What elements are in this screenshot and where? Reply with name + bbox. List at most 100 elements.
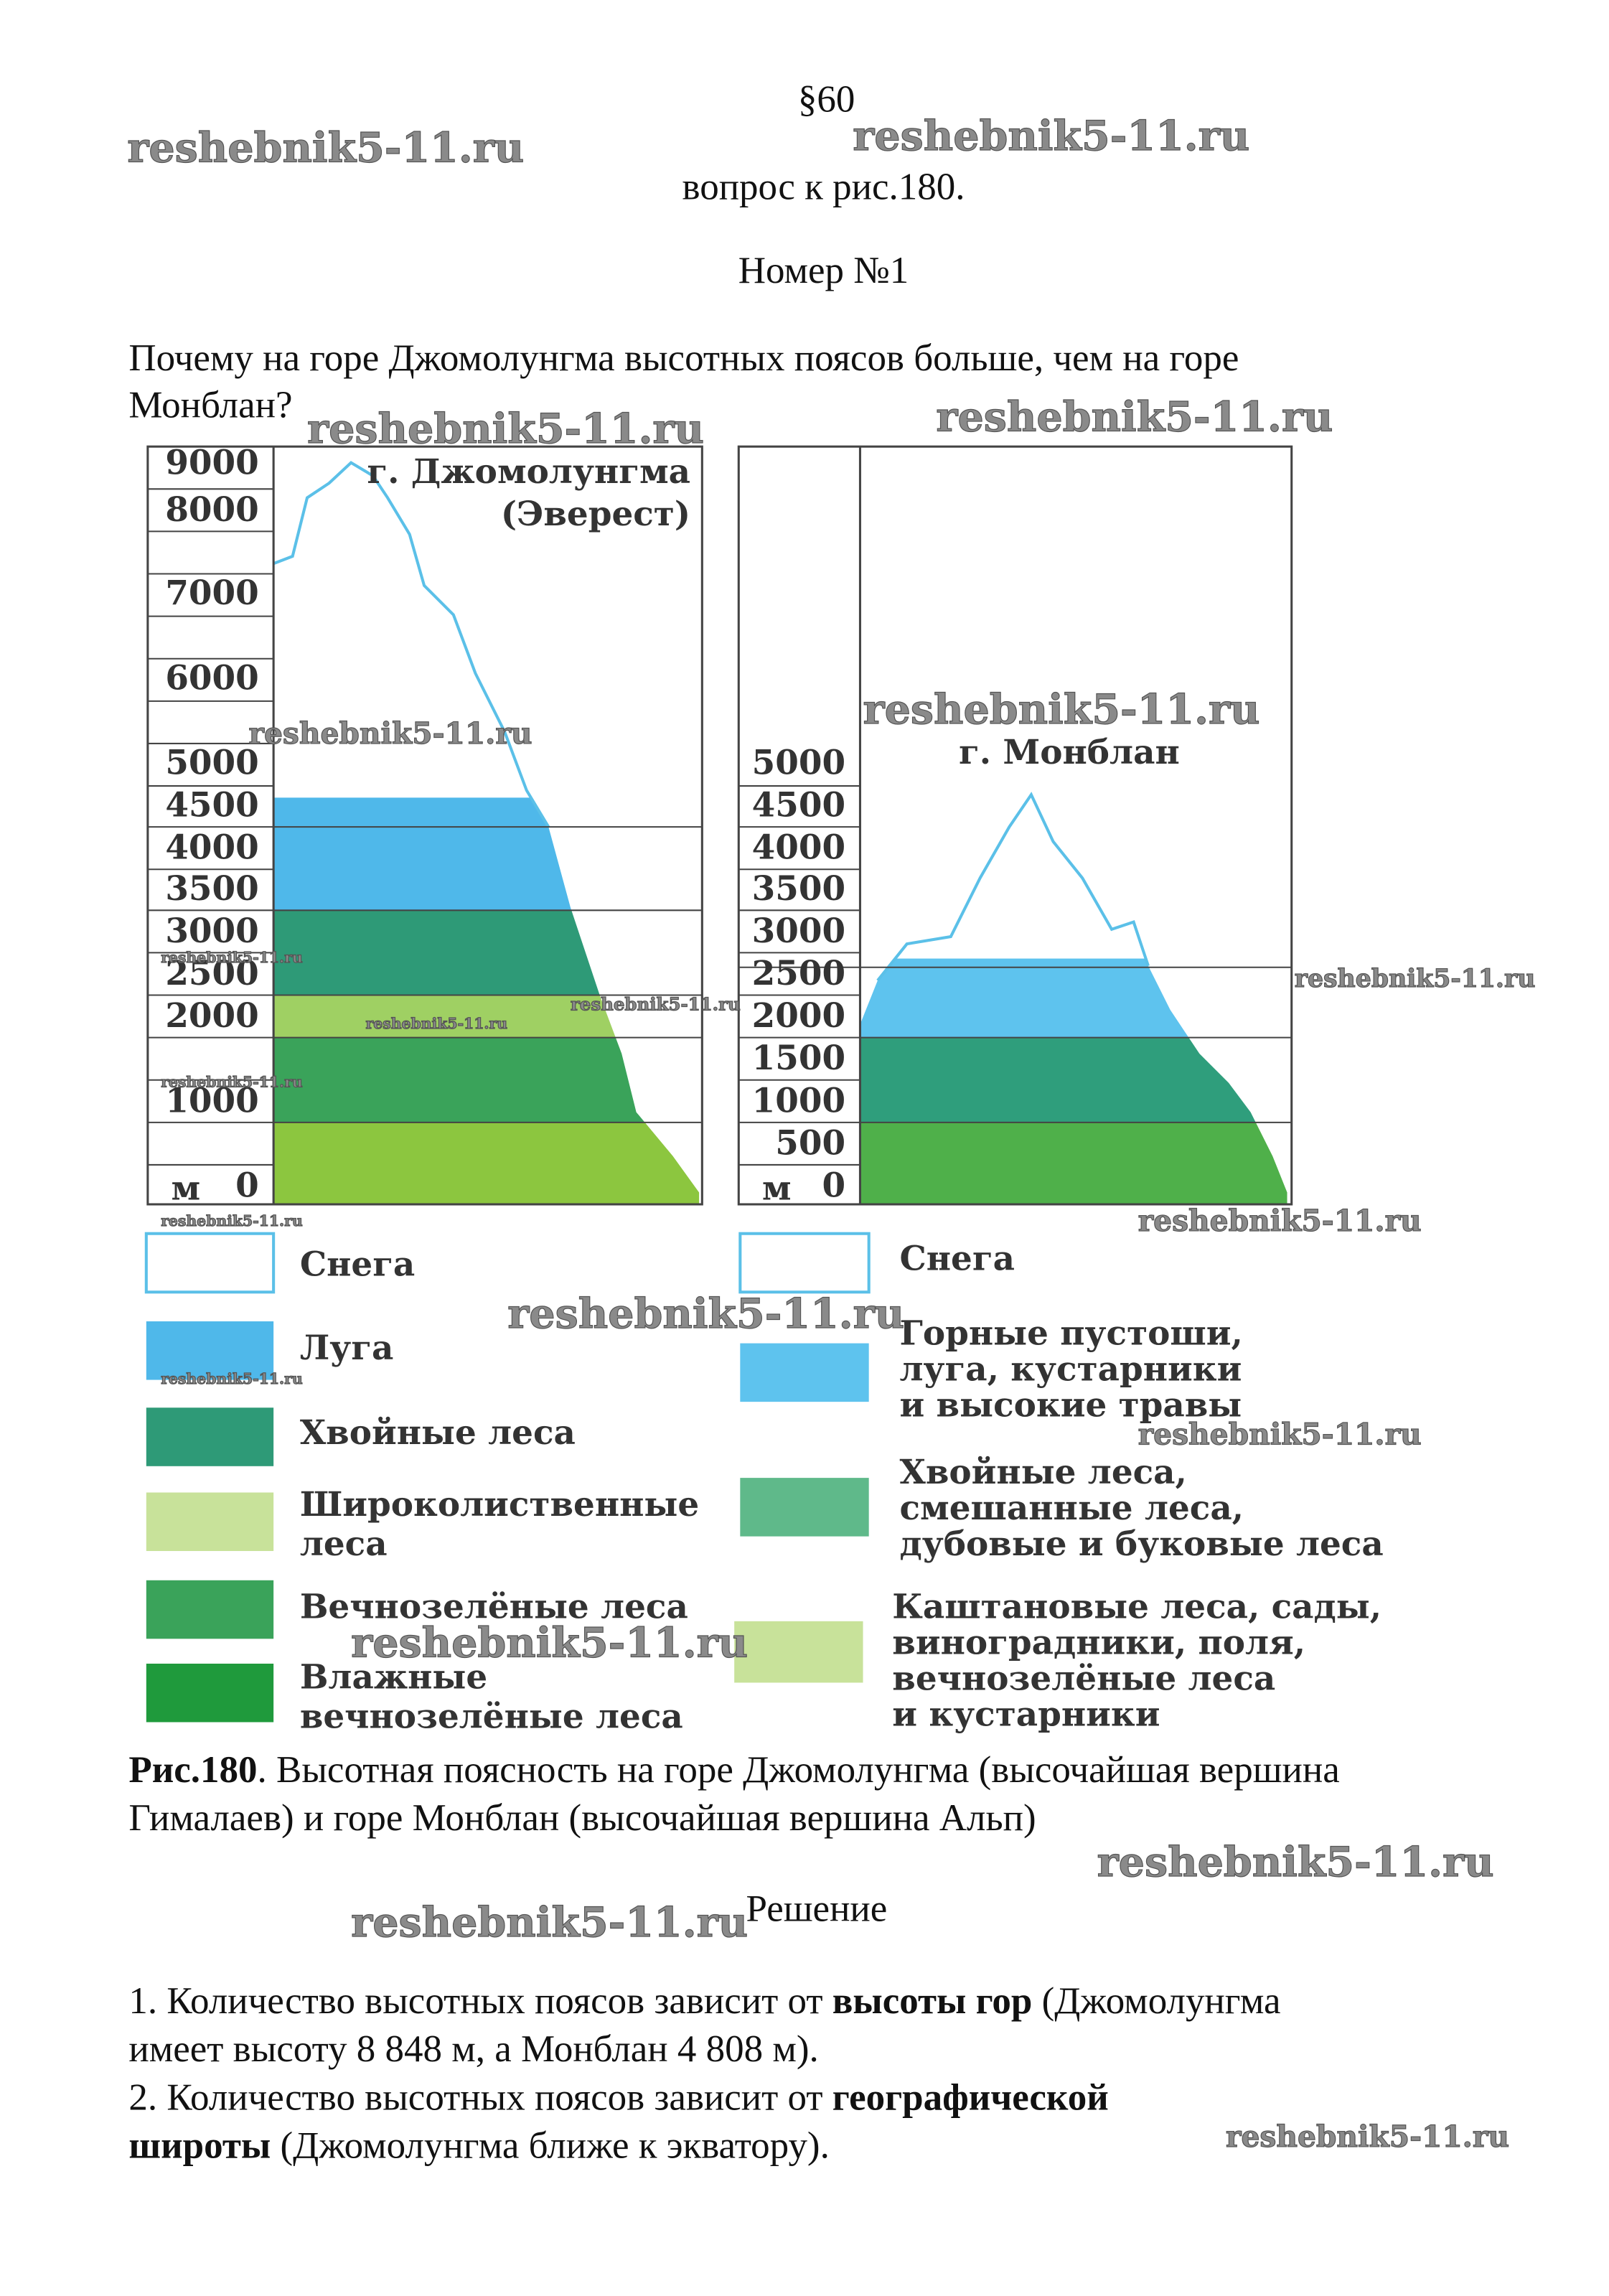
legend-label: вечнозелёные леса bbox=[300, 1697, 683, 1736]
axis-label: 4500 bbox=[752, 786, 845, 825]
caption-line: Гималаев) и горе Монблан (высочайшая вер… bbox=[128, 1797, 1036, 1839]
frame bbox=[737, 445, 1293, 1206]
grid bbox=[147, 488, 703, 1166]
text: имеет высоту 8 848 м, а Монблан 4 808 м)… bbox=[128, 2028, 818, 2070]
watermark: reshebnik5-11.ru bbox=[161, 1370, 303, 1387]
peak-outline bbox=[273, 461, 550, 828]
solution-title: Решение bbox=[746, 1888, 887, 1930]
legend-swatch bbox=[740, 1478, 869, 1537]
legend-label: луга, кустарники bbox=[899, 1349, 1242, 1389]
axis-unit: м bbox=[171, 1169, 200, 1209]
subtitle: вопрос к рис.180. bbox=[682, 167, 965, 208]
axis-label: 3000 bbox=[752, 912, 845, 951]
caption-label: Рис.180 bbox=[128, 1749, 257, 1791]
axis-label: 2500 bbox=[752, 954, 845, 993]
watermark: reshebnik5-11.ru bbox=[571, 993, 741, 1014]
axis-label: 8000 bbox=[165, 490, 258, 530]
watermark: reshebnik5-11.ru bbox=[248, 716, 532, 751]
legend-swatch bbox=[146, 1321, 274, 1380]
watermark: reshebnik5-11.ru bbox=[507, 1290, 904, 1338]
peak-outline bbox=[876, 792, 1150, 982]
legend-label: виноградники, поля, bbox=[892, 1623, 1305, 1662]
text: (Джомолунгма ближе к экватору). bbox=[271, 2125, 830, 2167]
grid bbox=[738, 785, 1292, 1166]
axis-label: 1000 bbox=[165, 1081, 258, 1120]
question-line: Почему на горе Джомолунгма высотных пояс… bbox=[128, 337, 1239, 379]
axis-label: 2000 bbox=[752, 996, 845, 1036]
chestnut-band bbox=[860, 1122, 1287, 1204]
watermark: reshebnik5-11.ru bbox=[1295, 964, 1536, 993]
solution-line: широты (Джомолунгма ближе к экватору). bbox=[128, 2125, 829, 2167]
humid-band bbox=[273, 1122, 700, 1204]
watermark: reshebnik5-11.ru bbox=[366, 1015, 508, 1032]
mountain-title: г. Монблан bbox=[959, 733, 1180, 772]
watermark: reshebnik5-11.ru bbox=[307, 405, 704, 453]
axis-label: 5000 bbox=[165, 744, 258, 783]
axis-label: 7000 bbox=[165, 573, 258, 613]
axis-label: 500 bbox=[775, 1123, 845, 1163]
caption-line: Рис.180. Высотная поясность на горе Джом… bbox=[128, 1749, 1339, 1791]
axis-label: 5000 bbox=[752, 744, 845, 783]
caption-text: . Высотная поясность на горе Джомолунгма… bbox=[258, 1749, 1340, 1791]
text: 1. Количество высотных поясов зависит от bbox=[128, 1980, 832, 2022]
legend-swatch bbox=[146, 1407, 274, 1466]
axis-unit: м bbox=[762, 1169, 792, 1209]
watermark: reshebnik5-11.ru bbox=[161, 1212, 303, 1229]
axis-label: 9000 bbox=[165, 444, 258, 483]
bold-text: высоты гор bbox=[832, 1980, 1033, 2022]
axis-label: 6000 bbox=[165, 658, 258, 698]
axis-label: 2000 bbox=[165, 996, 258, 1036]
section-number: §60 bbox=[798, 78, 855, 120]
watermark: reshebnik5-11.ru bbox=[1226, 2119, 1509, 2154]
legend-label: Луга bbox=[300, 1329, 394, 1368]
legend-swatch bbox=[146, 1492, 274, 1552]
legend-label: Влажные bbox=[300, 1657, 487, 1697]
watermark: reshebnik5-11.ru bbox=[1097, 1838, 1494, 1886]
legend-label: Широколиственные bbox=[300, 1485, 699, 1524]
legend-label: Каштановые леса, сады, bbox=[892, 1588, 1382, 1627]
watermark: reshebnik5-11.ru bbox=[127, 123, 524, 172]
legend-swatch bbox=[734, 1621, 863, 1683]
bold-text: широты bbox=[128, 2125, 271, 2167]
legend-label: и высокие травы bbox=[899, 1385, 1242, 1425]
legend-label: леса bbox=[300, 1524, 388, 1564]
frame bbox=[146, 445, 703, 1206]
question-line: Монблан? bbox=[128, 384, 292, 426]
watermark: reshebnik5-11.ru bbox=[351, 1619, 748, 1667]
axis-label: 4000 bbox=[165, 828, 258, 868]
axis-label: 4000 bbox=[752, 828, 845, 868]
legend-label: Снега bbox=[300, 1245, 415, 1285]
legend-label: Снега bbox=[899, 1239, 1014, 1278]
watermark: reshebnik5-11.ru bbox=[1138, 1418, 1422, 1452]
legend-label: дубовые и буковые леса bbox=[899, 1524, 1383, 1564]
axis-label: 3000 bbox=[165, 912, 258, 951]
watermark: reshebnik5-11.ru bbox=[1138, 1204, 1422, 1238]
legend-swatch bbox=[738, 1232, 871, 1294]
axis-label: 4500 bbox=[165, 786, 258, 825]
watermark: reshebnik5-11.ru bbox=[161, 949, 303, 966]
legend-label: Горные пустоши, bbox=[899, 1313, 1242, 1353]
axis-label: 0 bbox=[822, 1166, 845, 1206]
watermark: reshebnik5-11.ru bbox=[161, 1073, 303, 1090]
axis-label: 1500 bbox=[752, 1039, 845, 1078]
task-number: Номер №1 bbox=[738, 250, 909, 291]
watermark: reshebnik5-11.ru bbox=[936, 393, 1333, 441]
axis-label: 1000 bbox=[752, 1081, 845, 1120]
axis-label: 3500 bbox=[165, 869, 258, 909]
mountain-title: (Эверест) bbox=[501, 495, 690, 534]
solution-line: 1. Количество высотных поясов зависит от… bbox=[128, 1980, 1280, 2022]
legend-label: смешанные леса, bbox=[899, 1489, 1244, 1528]
solution-line: 2. Количество высотных поясов зависит от… bbox=[128, 2077, 1108, 2119]
legend-label: Хвойные леса, bbox=[899, 1453, 1186, 1492]
mountain-title: г. Джомолунгма bbox=[367, 452, 690, 492]
axis-label: 3500 bbox=[752, 869, 845, 909]
legend-label: и кустарники bbox=[892, 1695, 1160, 1734]
legend-swatch bbox=[146, 1663, 274, 1723]
solution-line: имеет высоту 8 848 м, а Монблан 4 808 м)… bbox=[128, 2028, 818, 2070]
axis-label: 2500 bbox=[165, 954, 258, 993]
legend-boxes bbox=[144, 1232, 871, 1723]
legend-label: Хвойные леса bbox=[300, 1413, 576, 1453]
text: (Джомолунгма bbox=[1032, 1980, 1280, 2022]
